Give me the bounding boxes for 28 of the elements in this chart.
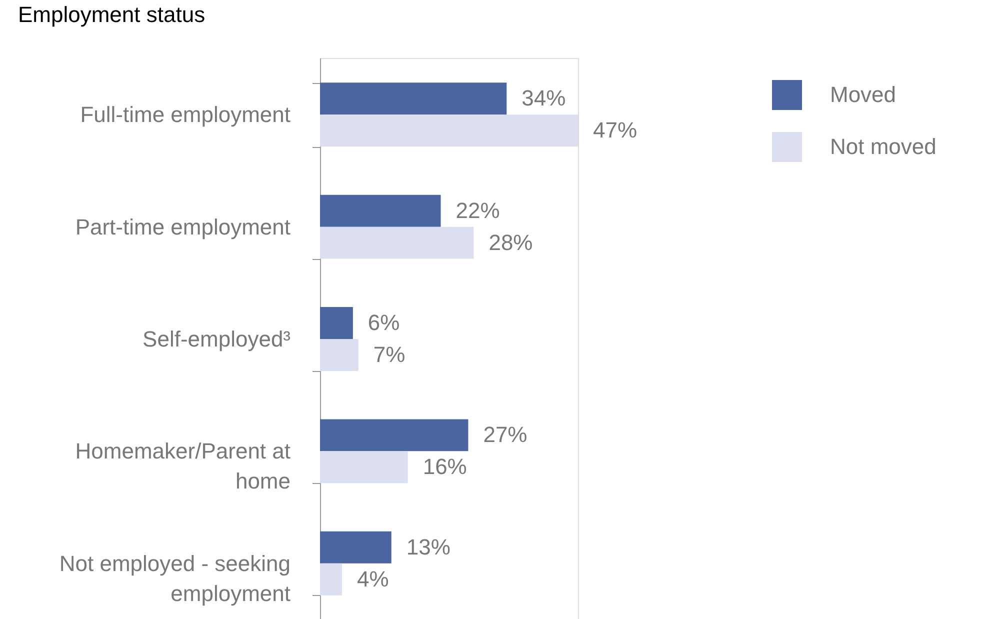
data-label: 4% (356, 566, 389, 592)
data-label: 34% (522, 86, 566, 111)
bar (320, 531, 392, 564)
y-tick-label: Self-employed³ (142, 326, 290, 352)
data-label: 13% (406, 534, 450, 560)
data-label: 47% (593, 118, 638, 143)
data-label: 16% (422, 454, 467, 480)
bar (320, 419, 468, 452)
bar (320, 307, 353, 339)
y-tick-label: Part-time employment (75, 214, 290, 240)
legend-label: Moved (830, 82, 896, 107)
data-label: 6% (368, 310, 400, 336)
bar (320, 114, 578, 147)
bar (320, 82, 507, 115)
legend-label: Not moved (830, 134, 936, 159)
y-tick-label: Full-time employment (80, 102, 290, 128)
text: Employment status (18, 2, 206, 27)
bar (320, 226, 474, 259)
bar (320, 194, 441, 227)
data-label: 22% (456, 198, 500, 223)
data-label: 7% (373, 342, 406, 367)
y-tick-label: Homemaker/Parent at home (75, 438, 290, 494)
data-label: 28% (488, 230, 533, 255)
bar (320, 563, 342, 596)
data-label: 27% (483, 422, 528, 448)
bar (320, 451, 408, 484)
bar (320, 339, 358, 371)
y-tick-label: Not employed - seeking employment (59, 550, 290, 606)
